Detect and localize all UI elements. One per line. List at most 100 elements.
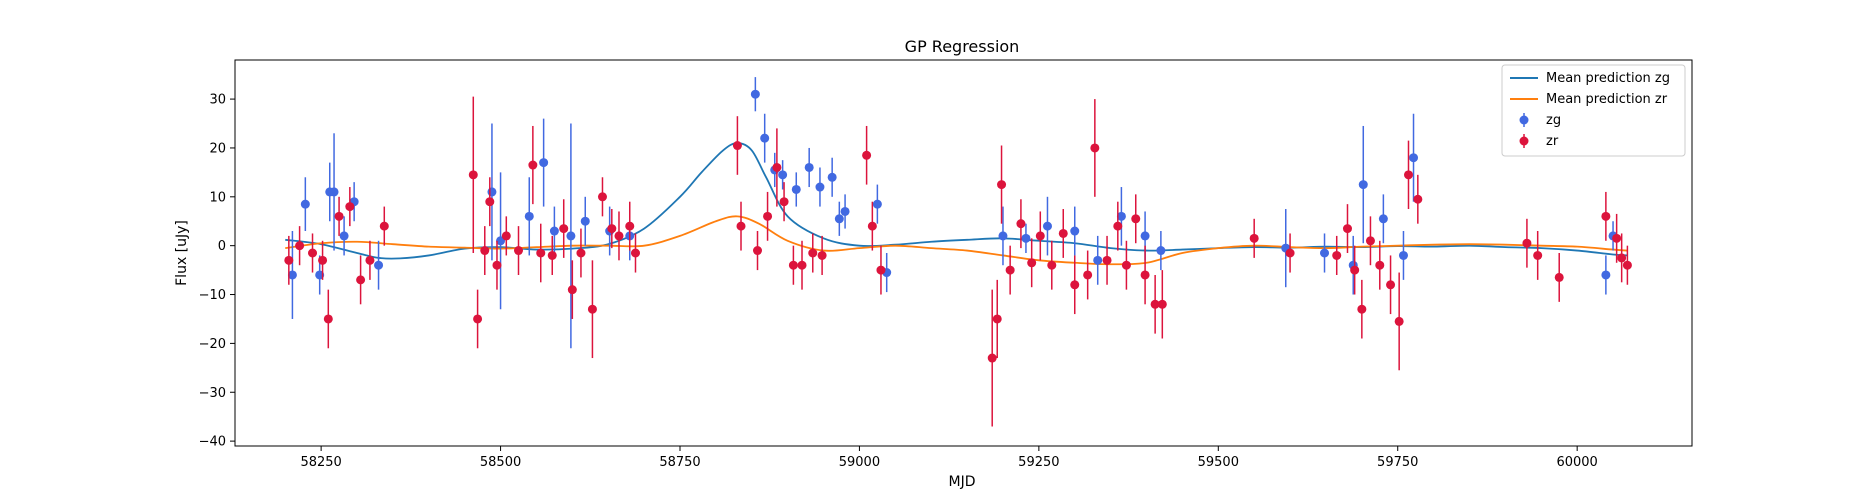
point-marker bbox=[1116, 211, 1126, 221]
point-marker bbox=[872, 199, 882, 209]
point-marker bbox=[1027, 258, 1037, 268]
data-point-zg bbox=[287, 231, 297, 319]
plot-area bbox=[284, 77, 1632, 427]
data-points bbox=[284, 77, 1632, 427]
point-marker bbox=[1375, 260, 1385, 270]
data-point-zg bbox=[1093, 235, 1103, 285]
point-marker bbox=[1121, 260, 1131, 270]
data-point-zr bbox=[1285, 233, 1295, 273]
data-point-zr bbox=[1035, 211, 1045, 261]
data-point-zr bbox=[356, 255, 366, 305]
data-point-zg bbox=[1358, 125, 1368, 244]
point-marker bbox=[323, 314, 333, 324]
point-marker bbox=[597, 192, 607, 202]
point-marker bbox=[788, 260, 798, 270]
legend-box bbox=[1501, 64, 1686, 157]
point-marker bbox=[487, 187, 497, 197]
data-point-zg bbox=[339, 216, 349, 256]
point-marker bbox=[576, 248, 586, 258]
data-point-zr bbox=[1150, 274, 1160, 334]
point-marker bbox=[867, 221, 877, 231]
data-point-zg bbox=[827, 157, 837, 197]
data-point-zr bbox=[1027, 238, 1037, 288]
data-point-zg bbox=[1601, 255, 1611, 295]
data-point-zr bbox=[468, 96, 478, 253]
data-point-zg bbox=[1116, 187, 1126, 246]
data-point-zr bbox=[1140, 245, 1150, 305]
data-point-zr bbox=[867, 201, 877, 251]
point-marker bbox=[1083, 270, 1093, 280]
data-point-zg bbox=[524, 177, 534, 256]
data-point-zr bbox=[1090, 99, 1100, 197]
point-marker bbox=[1403, 170, 1413, 180]
point-marker bbox=[736, 221, 746, 231]
point-marker bbox=[559, 224, 569, 234]
legend-swatch-zg-points bbox=[1519, 113, 1529, 127]
point-marker bbox=[339, 231, 349, 241]
data-point-zg bbox=[566, 123, 576, 349]
data-point-zr bbox=[308, 233, 318, 273]
point-marker bbox=[817, 250, 827, 260]
point-marker bbox=[1394, 316, 1404, 326]
data-point-zr bbox=[1102, 235, 1112, 285]
point-marker bbox=[566, 231, 576, 241]
point-marker bbox=[1365, 236, 1375, 246]
data-point-zr bbox=[501, 216, 511, 256]
data-point-zg bbox=[374, 240, 384, 290]
data-point-zr bbox=[284, 235, 294, 285]
point-marker bbox=[501, 231, 511, 241]
x-tick-label: 59750 bbox=[1377, 455, 1418, 470]
data-point-zr bbox=[1070, 255, 1080, 315]
point-marker bbox=[607, 224, 617, 234]
point-marker bbox=[1617, 253, 1627, 263]
legend-label-zr-points: zr bbox=[1546, 134, 1559, 149]
data-point-zr bbox=[597, 177, 607, 217]
x-tick-label: 58750 bbox=[659, 455, 700, 470]
data-point-zr bbox=[1403, 140, 1413, 210]
y-tick-label: 0 bbox=[218, 239, 226, 254]
point-marker bbox=[1320, 248, 1330, 258]
data-point-zr bbox=[567, 260, 577, 319]
data-point-zr bbox=[1058, 209, 1068, 258]
point-marker bbox=[772, 162, 782, 172]
y-axis-ticks: −40 −30 −20 −10 0 10 20 30 bbox=[199, 93, 235, 450]
point-marker bbox=[1070, 280, 1080, 290]
data-point-zr bbox=[1157, 270, 1167, 339]
x-tick-label: 59000 bbox=[839, 455, 880, 470]
data-point-zg bbox=[580, 196, 590, 246]
data-point-zr bbox=[295, 226, 305, 266]
point-marker bbox=[797, 260, 807, 270]
point-marker bbox=[374, 260, 384, 270]
point-marker bbox=[492, 260, 502, 270]
point-marker bbox=[345, 202, 355, 212]
y-tick-label: −30 bbox=[199, 386, 226, 401]
point-marker bbox=[808, 248, 818, 258]
point-marker bbox=[547, 250, 557, 260]
x-tick-label: 60000 bbox=[1556, 455, 1597, 470]
point-marker bbox=[1016, 219, 1026, 229]
data-point-zr bbox=[1365, 216, 1375, 266]
data-point-zg bbox=[872, 184, 882, 224]
data-point-zr bbox=[473, 289, 483, 349]
point-marker bbox=[732, 141, 742, 151]
point-marker bbox=[287, 270, 297, 280]
data-point-zr bbox=[1016, 199, 1026, 249]
point-marker bbox=[329, 187, 339, 197]
point-marker bbox=[1622, 260, 1632, 270]
point-marker bbox=[614, 231, 624, 241]
y-tick-label: −20 bbox=[199, 337, 226, 352]
data-point-zr bbox=[808, 233, 818, 273]
point-marker bbox=[998, 231, 1008, 241]
point-marker bbox=[1332, 250, 1342, 260]
data-point-zg bbox=[300, 177, 310, 232]
point-marker bbox=[1386, 280, 1396, 290]
data-point-zr bbox=[334, 196, 344, 236]
data-point-zg bbox=[1320, 233, 1330, 273]
point-marker bbox=[536, 248, 546, 258]
data-point-zg bbox=[549, 206, 559, 256]
data-point-zr bbox=[485, 177, 495, 227]
data-point-zr bbox=[992, 279, 1002, 359]
legend-swatch-zr-points bbox=[1519, 134, 1529, 148]
data-point-zr bbox=[1350, 245, 1360, 295]
